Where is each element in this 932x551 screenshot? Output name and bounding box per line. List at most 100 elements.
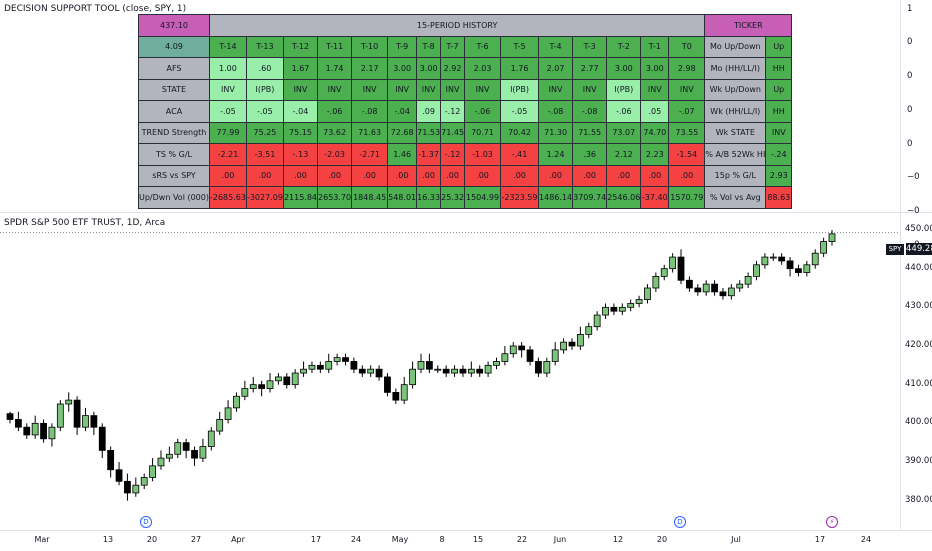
candle[interactable] (786, 257, 794, 277)
candle[interactable] (216, 411, 224, 435)
candle[interactable] (669, 253, 677, 273)
candle[interactable] (191, 446, 198, 466)
candle[interactable] (417, 353, 425, 374)
candle[interactable] (350, 357, 358, 374)
candle[interactable] (484, 361, 492, 377)
candle[interactable] (90, 411, 98, 435)
candle[interactable] (115, 462, 123, 486)
candle[interactable] (702, 280, 710, 296)
candle[interactable] (635, 295, 643, 308)
candle[interactable] (384, 373, 391, 397)
candle[interactable] (342, 353, 349, 366)
candle[interactable] (333, 353, 341, 366)
dividend-icon[interactable]: D (140, 516, 152, 528)
candle[interactable] (560, 338, 567, 354)
candle[interactable] (686, 276, 693, 292)
earnings-lightning-icon[interactable]: ⚡ (826, 516, 838, 528)
time-axis[interactable]: Mar 13 20 27 Apr 17 24 May 8 15 22 Jun 12 20 Jul 17 24 (0, 530, 932, 551)
candle[interactable] (677, 249, 685, 285)
candle[interactable] (795, 264, 802, 277)
candle[interactable] (694, 284, 702, 296)
candle[interactable] (308, 361, 316, 374)
candle[interactable] (65, 392, 73, 412)
candle[interactable] (283, 373, 291, 389)
candle[interactable] (98, 423, 106, 459)
candle[interactable] (585, 322, 593, 339)
candle[interactable] (803, 260, 811, 277)
candle[interactable] (425, 353, 433, 374)
candle[interactable] (82, 407, 89, 432)
candle[interactable] (811, 249, 819, 269)
candle[interactable] (157, 450, 165, 470)
candle[interactable] (753, 260, 760, 281)
candle[interactable] (149, 458, 156, 482)
candle[interactable] (526, 346, 534, 366)
candle[interactable] (291, 369, 299, 389)
candle[interactable] (543, 357, 551, 377)
candle[interactable] (459, 365, 467, 377)
candle[interactable] (165, 446, 173, 462)
candle[interactable] (618, 303, 626, 316)
candle[interactable] (266, 373, 274, 393)
candle[interactable] (300, 361, 307, 377)
dividend-icon[interactable]: D (674, 516, 686, 528)
candle[interactable] (392, 388, 400, 404)
candle[interactable] (241, 380, 249, 401)
candle[interactable] (644, 284, 651, 304)
candle[interactable] (358, 365, 366, 377)
candle[interactable] (660, 264, 668, 281)
candle[interactable] (744, 272, 752, 288)
candle[interactable] (652, 272, 660, 292)
candle[interactable] (199, 438, 207, 462)
candle[interactable] (518, 342, 526, 358)
candle[interactable] (132, 477, 140, 497)
candle[interactable] (325, 353, 333, 374)
candle[interactable] (31, 415, 39, 439)
candle[interactable] (593, 311, 601, 331)
candle[interactable] (719, 288, 727, 300)
candle[interactable] (769, 253, 777, 261)
main-chart-title[interactable]: SPDR S&P 500 ETF TRUST, 1D, Arca (4, 218, 166, 228)
candle[interactable] (711, 280, 718, 296)
indicator-title[interactable]: DECISION SUPPORT TOOL (close, SPY, 1) (4, 4, 187, 14)
candle[interactable] (627, 299, 635, 312)
price-chart[interactable] (0, 230, 900, 530)
candle[interactable] (249, 376, 257, 393)
price-axis[interactable]: 10000−0−0−0450.00440.00430.00420.00410.0… (900, 0, 932, 530)
candle[interactable] (576, 326, 584, 350)
candle[interactable] (727, 284, 735, 300)
candle[interactable] (140, 473, 148, 490)
candle[interactable] (182, 438, 190, 459)
candle[interactable] (56, 400, 64, 432)
candle[interactable] (820, 237, 828, 258)
candle[interactable] (6, 411, 14, 424)
candle[interactable] (224, 400, 232, 424)
candle[interactable] (467, 361, 475, 377)
candle[interactable] (23, 423, 31, 439)
candle[interactable] (316, 361, 324, 374)
candle[interactable] (761, 253, 769, 269)
candle[interactable] (73, 396, 81, 435)
candle[interactable] (174, 438, 182, 459)
candle[interactable] (442, 365, 450, 377)
candle[interactable] (14, 411, 22, 432)
candle[interactable] (493, 357, 500, 370)
candle[interactable] (400, 376, 408, 404)
pane-separator[interactable] (0, 212, 932, 213)
candle[interactable] (476, 365, 484, 377)
candle[interactable] (258, 380, 266, 397)
candle[interactable] (367, 365, 375, 377)
candle[interactable] (409, 361, 417, 389)
candle[interactable] (828, 230, 836, 246)
candle[interactable] (207, 427, 215, 451)
candle[interactable] (535, 357, 542, 377)
candle[interactable] (107, 446, 115, 478)
candle[interactable] (509, 342, 517, 358)
candle[interactable] (551, 342, 559, 366)
candle[interactable] (40, 419, 47, 443)
candle[interactable] (124, 473, 131, 501)
candle[interactable] (451, 365, 458, 377)
candle[interactable] (434, 365, 442, 374)
candle[interactable] (610, 303, 618, 316)
candle[interactable] (568, 338, 576, 350)
